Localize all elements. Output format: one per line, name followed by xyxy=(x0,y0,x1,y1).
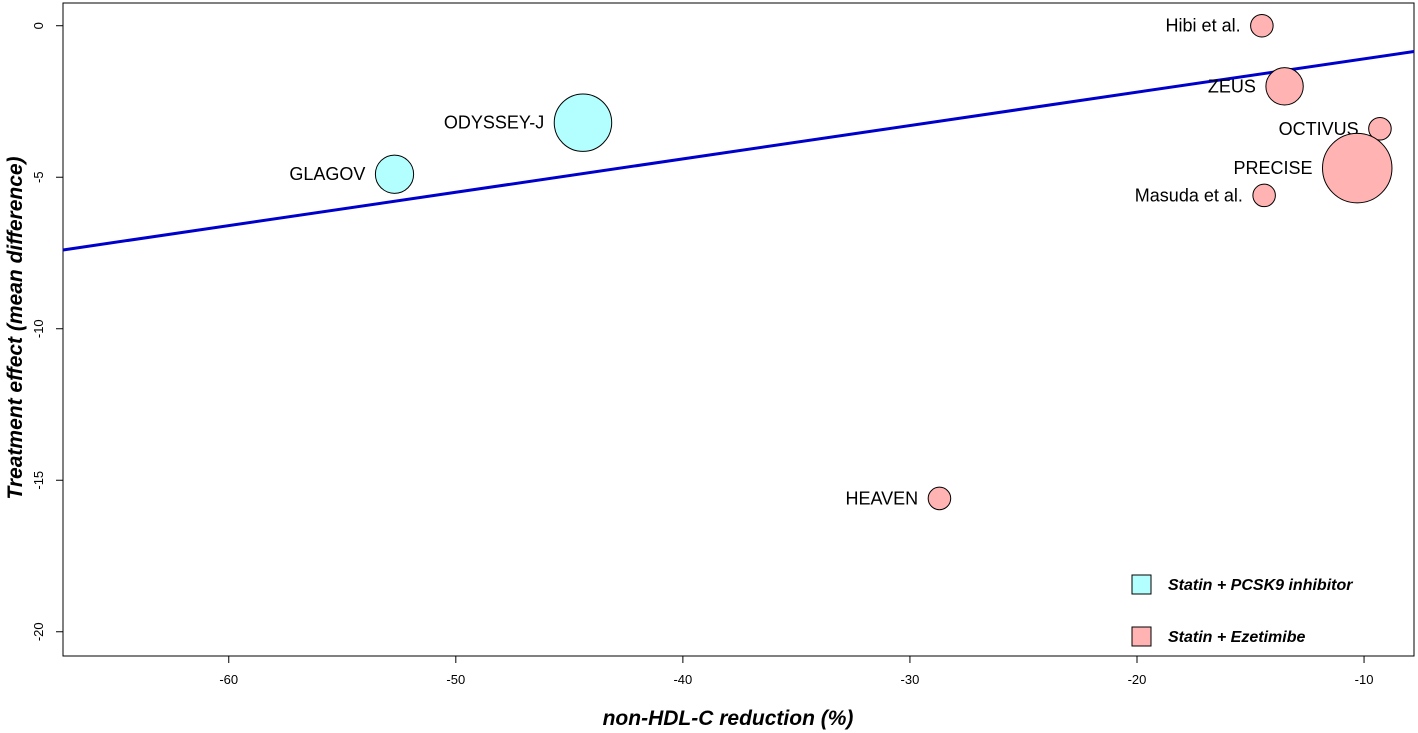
legend: Statin + PCSK9 inhibitor Statin + Ezetim… xyxy=(1131,574,1353,647)
legend-label-ezetimibe: Statin + Ezetimibe xyxy=(1168,629,1305,646)
point-label: Hibi et al. xyxy=(1166,16,1241,36)
plot-frame xyxy=(62,2,1415,657)
data-point xyxy=(1252,183,1276,208)
x-tick-label: -40 xyxy=(673,672,692,687)
y-axis: 0 -5 -10 -15 -20 xyxy=(31,22,63,641)
data-point xyxy=(374,154,415,194)
data-point xyxy=(1265,67,1304,106)
legend-swatch-pcsk9 xyxy=(1131,574,1152,595)
point-label: ZEUS xyxy=(1208,76,1256,96)
point-label: GLAGOV xyxy=(289,164,365,184)
y-tick-label: -20 xyxy=(31,622,46,641)
legend-swatch-ezetimibe xyxy=(1131,626,1152,647)
data-point xyxy=(553,93,613,152)
point-label: ODYSSEY-J xyxy=(444,113,544,133)
y-tick-label: 0 xyxy=(31,22,46,29)
x-axis-title: non-HDL-C reduction (%) xyxy=(603,707,854,730)
y-tick-label: -15 xyxy=(31,471,46,490)
x-tick-label: -60 xyxy=(219,672,238,687)
x-axis: -60 -50 -40 -30 -20 -10 xyxy=(219,656,1373,687)
point-label: HEAVEN xyxy=(845,488,918,508)
data-point xyxy=(1368,116,1392,141)
regression-layer xyxy=(62,49,1415,252)
points-layer: ODYSSEY-J GLAGOV Hibi et al. ZEUS OCTIVUS PRE… xyxy=(289,13,1393,511)
data-point xyxy=(927,486,952,511)
plot-area xyxy=(62,2,1415,657)
point-label: PRECISE xyxy=(1233,158,1312,178)
legend-label-pcsk9: Statin + PCSK9 inhibitor xyxy=(1168,577,1353,594)
x-tick-label: -30 xyxy=(901,672,920,687)
data-point xyxy=(1250,13,1274,38)
y-tick-label: -10 xyxy=(31,319,46,338)
point-label: Masuda et al. xyxy=(1135,185,1243,205)
x-tick-label: -20 xyxy=(1128,672,1147,687)
point-label: OCTIVUS xyxy=(1279,119,1359,139)
data-point xyxy=(1321,132,1393,204)
x-tick-label: -50 xyxy=(446,672,465,687)
y-tick-label: -5 xyxy=(31,171,46,183)
regression-line xyxy=(62,49,1415,252)
y-axis-title: Treatment effect (mean difference) xyxy=(4,156,27,499)
x-tick-label: -10 xyxy=(1355,672,1374,687)
